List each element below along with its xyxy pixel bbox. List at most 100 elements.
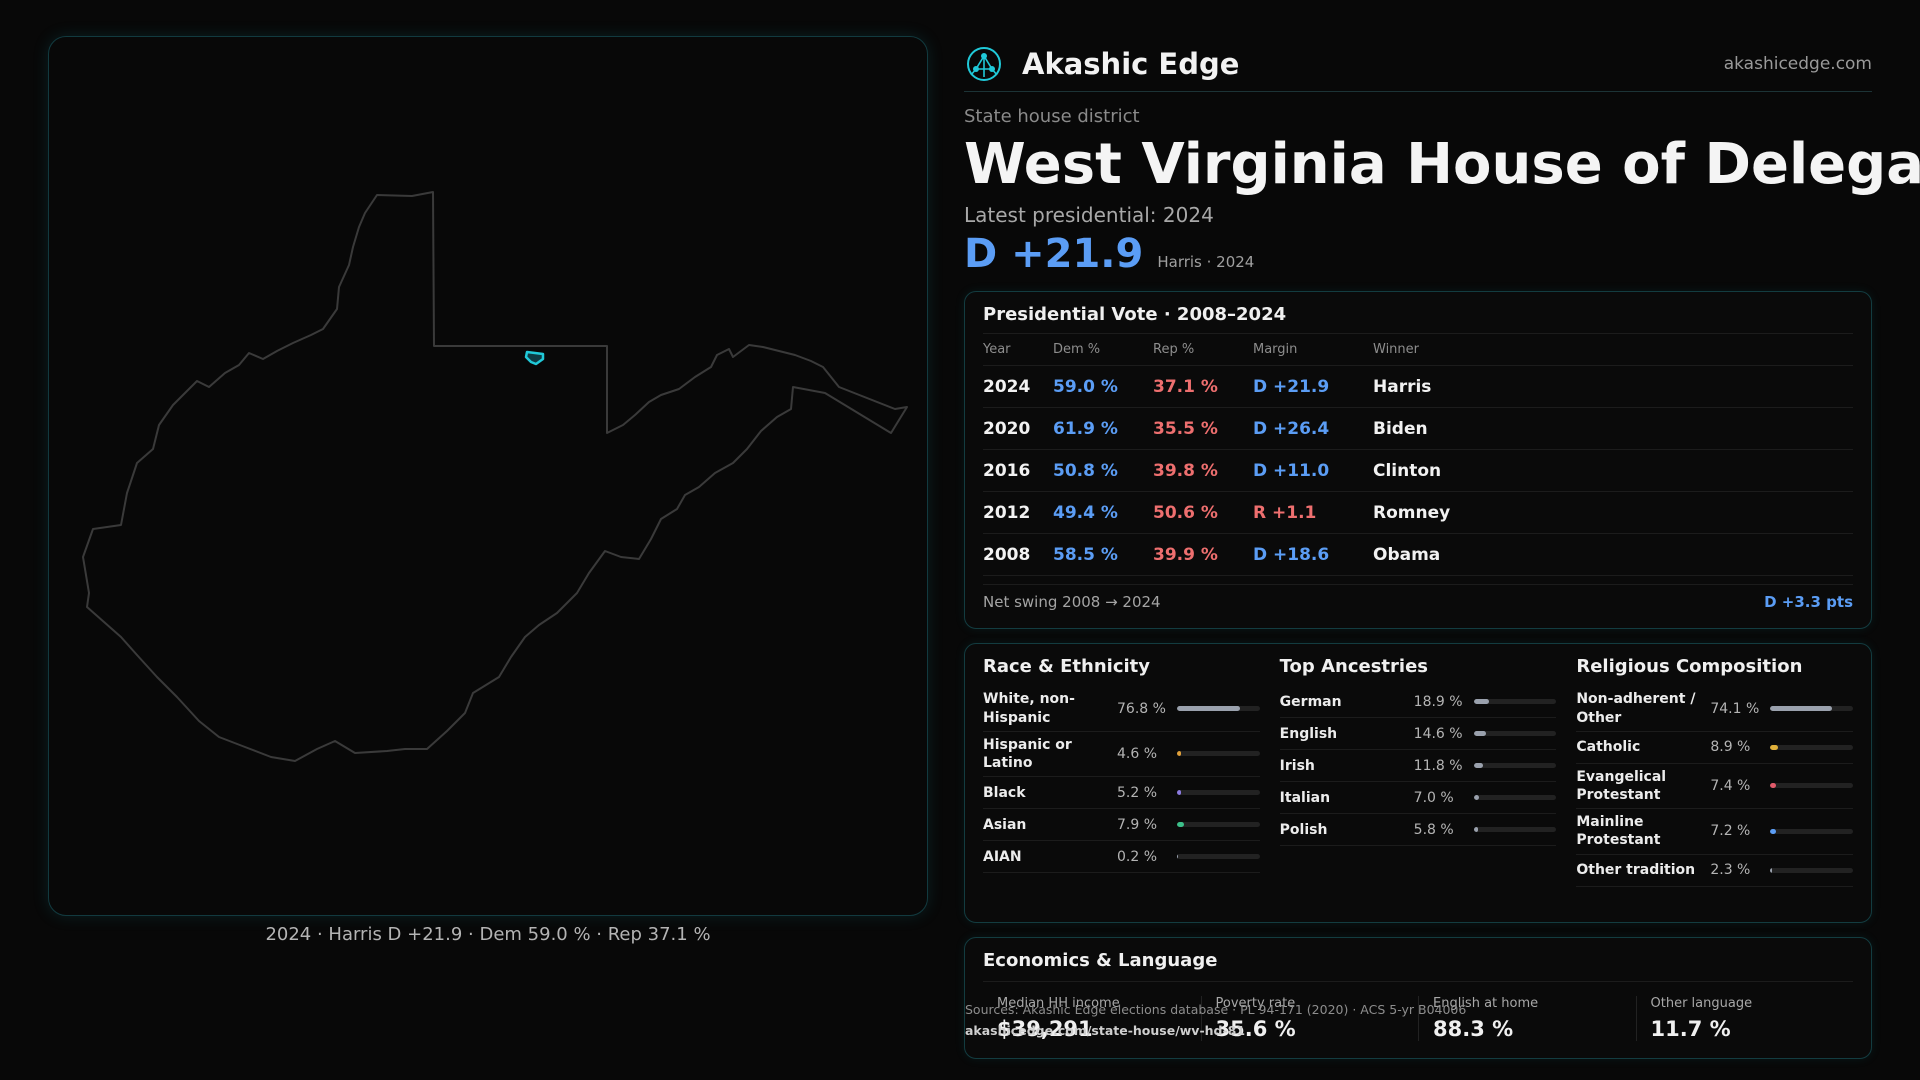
list-item: Catholic 8.9 % xyxy=(1576,732,1854,764)
item-label: Non-adherent / Other xyxy=(1576,691,1696,726)
item-value: 18.9 % xyxy=(1413,693,1463,710)
winner-cell: Biden xyxy=(1373,418,1428,439)
religion-section-title: Religious Composition xyxy=(1576,656,1803,678)
share-bar xyxy=(1770,867,1854,873)
presidential-table-header: Year Dem % Rep % Margin Winner xyxy=(983,334,1853,367)
source-text: Sources: Akashic Edge elections database… xyxy=(965,1002,1467,1018)
list-item: Irish 11.8 % xyxy=(1279,750,1557,783)
ancestry-section-title: Top Ancestries xyxy=(1279,656,1428,678)
list-item: Asian 7.9 % xyxy=(983,809,1260,842)
item-value: 7.2 % xyxy=(1710,823,1751,840)
brand-name[interactable]: Akashic Edge xyxy=(1022,46,1240,81)
list-item: Other tradition 2.3 % xyxy=(1576,855,1854,887)
econ-value: $39,291 xyxy=(997,1017,1093,1042)
year-cell: 2008 xyxy=(983,544,1031,565)
religion-list: Non-adherent / Other 74.1 % Catholic 8.9 % E… xyxy=(1576,686,1854,887)
share-bar xyxy=(1770,706,1854,712)
winner-cell: Clinton xyxy=(1373,460,1442,481)
source-url-link[interactable]: akashicedge.com/state-house/wv-hd-81 xyxy=(965,1023,1246,1039)
econ-label: Other language xyxy=(1650,996,1753,1012)
list-item: Non-adherent / Other 74.1 % xyxy=(1576,686,1854,732)
margin-cell: R +1.1 xyxy=(1253,502,1317,523)
source-footer: Sources: Akashic Edge elections database… xyxy=(965,1000,1466,1041)
table-row[interactable]: 2016 50.8 % 39.8 % D +11.0 Clinton xyxy=(983,450,1853,493)
latest-presidential-label: Latest presidential: 2024 xyxy=(964,203,1214,228)
econ-label: English at home xyxy=(1433,996,1539,1012)
religion-section: Religious Composition Non-adherent / Oth… xyxy=(1576,656,1854,910)
item-value: 7.9 % xyxy=(1117,816,1158,833)
item-label: Catholic xyxy=(1576,739,1641,756)
item-value: 11.8 % xyxy=(1413,757,1463,774)
race-list: White, non-Hispanic 76.8 % Hispanic or Lat… xyxy=(983,686,1260,874)
share-bar-fill xyxy=(1473,795,1480,801)
item-label: Polish xyxy=(1279,821,1328,838)
item-label: English xyxy=(1279,725,1338,742)
share-bar-fill xyxy=(1473,763,1484,769)
column-header-year: Year xyxy=(983,342,1011,358)
share-bar-fill xyxy=(1177,751,1181,757)
margin-cell: D +26.4 xyxy=(1253,418,1330,439)
column-header-margin: Margin xyxy=(1253,342,1298,358)
share-bar-fill xyxy=(1177,790,1182,796)
state-outline xyxy=(82,191,908,762)
margin-cell: D +21.9 xyxy=(1253,376,1330,397)
item-value: 14.6 % xyxy=(1413,725,1463,742)
share-bar-fill xyxy=(1177,706,1241,712)
brand-url-link[interactable]: akashicedge.com xyxy=(1723,53,1872,74)
rep-pct-cell: 39.8 % xyxy=(1153,460,1218,481)
net-swing-value: D +3.3 pts xyxy=(1764,593,1853,612)
share-bar-fill xyxy=(1177,854,1179,860)
econ-value: 11.7 % xyxy=(1650,1017,1731,1042)
year-cell: 2020 xyxy=(983,418,1031,439)
headline-margin-subtitle: Harris · 2024 xyxy=(1157,253,1255,272)
list-item: AIAN 0.2 % xyxy=(983,841,1260,874)
list-item: Evangelical Protestant 7.4 % xyxy=(1576,764,1854,810)
list-item: Italian 7.0 % xyxy=(1279,782,1557,815)
brand-bar: Akashic Edge akashicedge.com xyxy=(964,36,1872,92)
item-label: Black xyxy=(983,784,1026,801)
item-value: 5.2 % xyxy=(1117,784,1158,801)
winner-cell: Obama xyxy=(1373,544,1441,565)
table-row[interactable]: 2008 58.5 % 39.9 % D +18.6 Obama xyxy=(983,534,1853,577)
presidential-table-body: 2024 59.0 % 37.1 % D +21.9 Harris 2020 61.9 % 3… xyxy=(983,366,1853,577)
share-bar xyxy=(1473,827,1557,833)
rep-pct-cell: 37.1 % xyxy=(1153,376,1218,397)
econ-cell-english-at-home: English at home 88.3 % xyxy=(1418,996,1636,1042)
economics-card: Economics & Language Median HH income $3… xyxy=(964,937,1872,1060)
network-node-icon[interactable] xyxy=(964,44,1004,84)
table-row[interactable]: 2012 49.4 % 50.6 % R +1.1 Romney xyxy=(983,492,1853,535)
share-bar-fill xyxy=(1473,699,1490,705)
rep-pct-cell: 50.6 % xyxy=(1153,502,1218,523)
list-item: Polish 5.8 % xyxy=(1279,814,1557,847)
rep-pct-cell: 39.9 % xyxy=(1153,544,1218,565)
list-item: Black 5.2 % xyxy=(983,777,1260,810)
item-value: 5.8 % xyxy=(1413,821,1454,838)
ancestry-list: German 18.9 % English 14.6 % Irish 11.8 % Ital… xyxy=(1279,686,1557,847)
column-header-dem: Dem % xyxy=(1053,342,1101,358)
share-bar xyxy=(1177,706,1260,712)
table-row[interactable]: 2024 59.0 % 37.1 % D +21.9 Harris xyxy=(983,366,1853,409)
rep-pct-cell: 35.5 % xyxy=(1153,418,1218,439)
economics-card-title: Economics & Language xyxy=(983,950,1853,983)
district-81-shape[interactable] xyxy=(524,350,545,366)
margin-cell: D +18.6 xyxy=(1253,544,1330,565)
list-item: White, non-Hispanic 76.8 % xyxy=(983,686,1260,732)
table-row[interactable]: 2020 61.9 % 35.5 % D +26.4 Biden xyxy=(983,408,1853,451)
share-bar xyxy=(1177,751,1260,757)
share-bar xyxy=(1473,795,1557,801)
race-ethnicity-section: Race & Ethnicity White, non-Hispanic 76.8… xyxy=(983,656,1260,910)
share-bar-fill xyxy=(1177,822,1184,828)
econ-label: Poverty rate xyxy=(1215,996,1296,1012)
year-cell: 2012 xyxy=(983,502,1031,523)
winner-cell: Romney xyxy=(1373,502,1451,523)
headline-margin-value: D +21.9 xyxy=(964,231,1144,278)
share-bar xyxy=(1473,699,1557,705)
page-title: West Virginia House of Delegates Distric… xyxy=(964,133,1920,197)
dem-pct-cell: 58.5 % xyxy=(1053,544,1118,565)
item-value: 4.6 % xyxy=(1117,745,1158,762)
year-cell: 2024 xyxy=(983,376,1031,397)
item-value: 76.8 % xyxy=(1117,700,1166,717)
dem-pct-cell: 61.9 % xyxy=(1053,418,1118,439)
margin-cell: D +11.0 xyxy=(1253,460,1330,481)
